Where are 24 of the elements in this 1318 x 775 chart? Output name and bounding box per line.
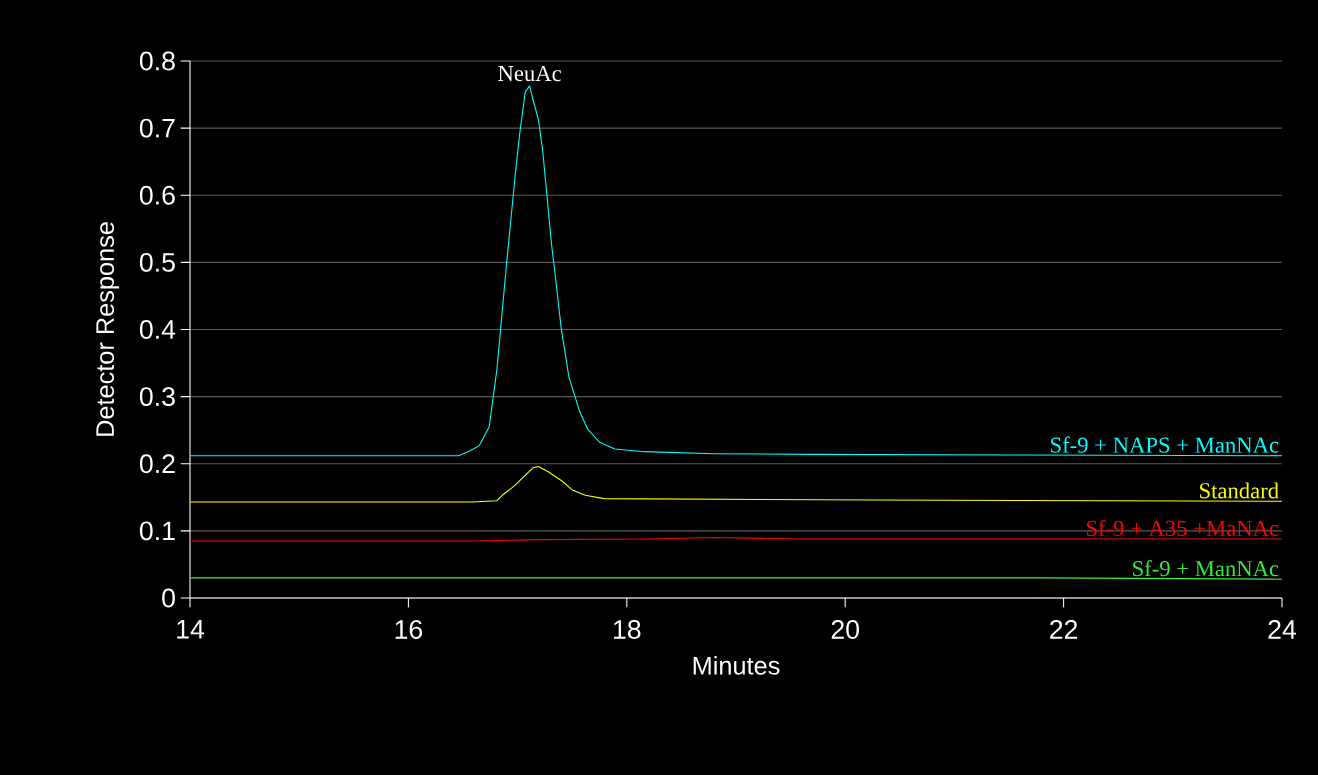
series-label: Sf-9 + NAPS + ManNAc (1051, 436, 1279, 453)
y-tick-label: 0.5 (139, 252, 175, 272)
y-axis-title: Detector Response (96, 222, 120, 436)
series-label: Sf-9 + ManNAc (1133, 560, 1279, 577)
y-tick-label: 0.6 (139, 185, 175, 205)
y-tick-label: 0.7 (139, 118, 175, 138)
series-label: Sf-9 + A35 +MaNAc (1086, 519, 1279, 536)
y-tick-label: 0 (162, 588, 175, 608)
x-tick-label: 24 (1268, 620, 1297, 639)
x-tick-label: 20 (831, 620, 859, 639)
x-tick-label: 16 (395, 620, 423, 639)
x-tick-label: 14 (177, 620, 205, 639)
series-label: Standard (1200, 482, 1279, 499)
y-tick-label: 0.1 (139, 521, 175, 541)
y-tick-label: 0.4 (139, 320, 176, 339)
x-tick-label: 22 (1050, 620, 1078, 639)
line-series (189, 465, 1283, 503)
annotation: NeuAc (498, 65, 562, 82)
line-series (189, 85, 1283, 457)
x-tick-label: 18 (614, 620, 641, 639)
y-tick-label: 0.3 (139, 387, 175, 407)
y-tick-label: 0.2 (139, 454, 175, 474)
x-axis-title: Minutes (693, 656, 780, 675)
y-tick-label: 0.8 (139, 51, 175, 71)
